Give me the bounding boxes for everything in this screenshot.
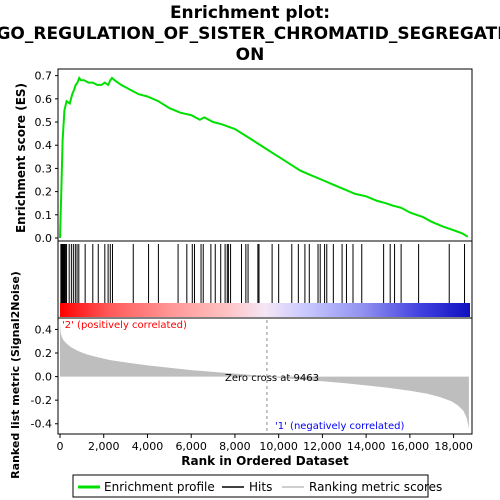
zero-cross-label: Zero cross at 9463 xyxy=(225,373,319,384)
x-tick-label-1: 2,000 xyxy=(88,440,120,453)
metric-y-tick-label-1: -0.2 xyxy=(31,394,52,407)
x-tick-label-7: 14,000 xyxy=(347,440,386,453)
legend-label-ranking-metric: Ranking metric scores xyxy=(309,480,442,494)
metric-y-axis: -0.4 -0.2 0.0 0.2 0.4 xyxy=(31,323,58,431)
es-y-tick-label-0: 0.0 xyxy=(35,232,53,245)
metric-y-tick-label-4: 0.4 xyxy=(35,323,53,336)
es-y-tick-label-3: 0.3 xyxy=(35,162,53,175)
negative-correlation-label: '1' (negatively correlated) xyxy=(275,421,404,432)
es-panel-frame xyxy=(57,68,473,242)
metric-area xyxy=(60,323,469,429)
legend-box xyxy=(72,474,429,498)
x-tick-label-0: 0 xyxy=(57,440,64,453)
es-y-tick-label-2: 0.2 xyxy=(35,186,53,199)
x-tick-label-4: 8,000 xyxy=(219,440,251,453)
metric-y-tick-label-3: 0.2 xyxy=(35,347,53,360)
es-y-axis: 0.0 0.1 0.2 0.3 0.4 0.5 0.6 0.7 xyxy=(35,70,58,245)
es-line xyxy=(59,75,469,239)
es-line-group xyxy=(59,75,469,239)
metric-y-axis-title: Ranked list metric (Signal2Noise) xyxy=(9,271,22,479)
x-tick-label-8: 16,000 xyxy=(391,440,430,453)
hits-group xyxy=(60,244,466,303)
es-y-tick-label-4: 0.4 xyxy=(35,139,53,152)
chart-title-line-1: Enrichment plot: xyxy=(170,3,330,23)
x-tick-label-2: 4,000 xyxy=(132,440,164,453)
metric-y-tick-label-2: 0.0 xyxy=(35,371,53,384)
chart-title-line-3: ON xyxy=(236,45,265,65)
es-y-tick-label-7: 0.7 xyxy=(35,70,53,83)
rank-color-band xyxy=(60,303,470,317)
es-y-axis-title: Enrichment score (ES) xyxy=(14,83,28,233)
x-tick-label-6: 12,000 xyxy=(303,440,342,453)
x-axis-title: Rank in Ordered Dataset xyxy=(181,454,349,468)
positive-correlation-label: '2' (positively correlated) xyxy=(62,320,187,331)
chart-title-line-2: GO_REGULATION_OF_SISTER_CHROMATID_SEGREG… xyxy=(0,24,500,44)
legend-label-hits: Hits xyxy=(249,480,272,494)
es-y-tick-label-5: 0.5 xyxy=(35,116,53,129)
x-tick-label-3: 6,000 xyxy=(175,440,207,453)
legend-label-enrichment-profile: Enrichment profile xyxy=(104,480,215,494)
x-axis: 0 2,000 4,000 6,000 8,000 10,000 12,000 14,000 1… xyxy=(57,434,473,453)
x-tick-label-5: 10,000 xyxy=(259,440,298,453)
metric-y-tick-label-0: -0.4 xyxy=(31,418,52,431)
es-y-tick-label-1: 0.1 xyxy=(35,209,53,222)
x-tick-label-9: 18,000 xyxy=(434,440,473,453)
es-y-tick-label-6: 0.6 xyxy=(35,93,53,106)
metric-group xyxy=(60,320,469,432)
